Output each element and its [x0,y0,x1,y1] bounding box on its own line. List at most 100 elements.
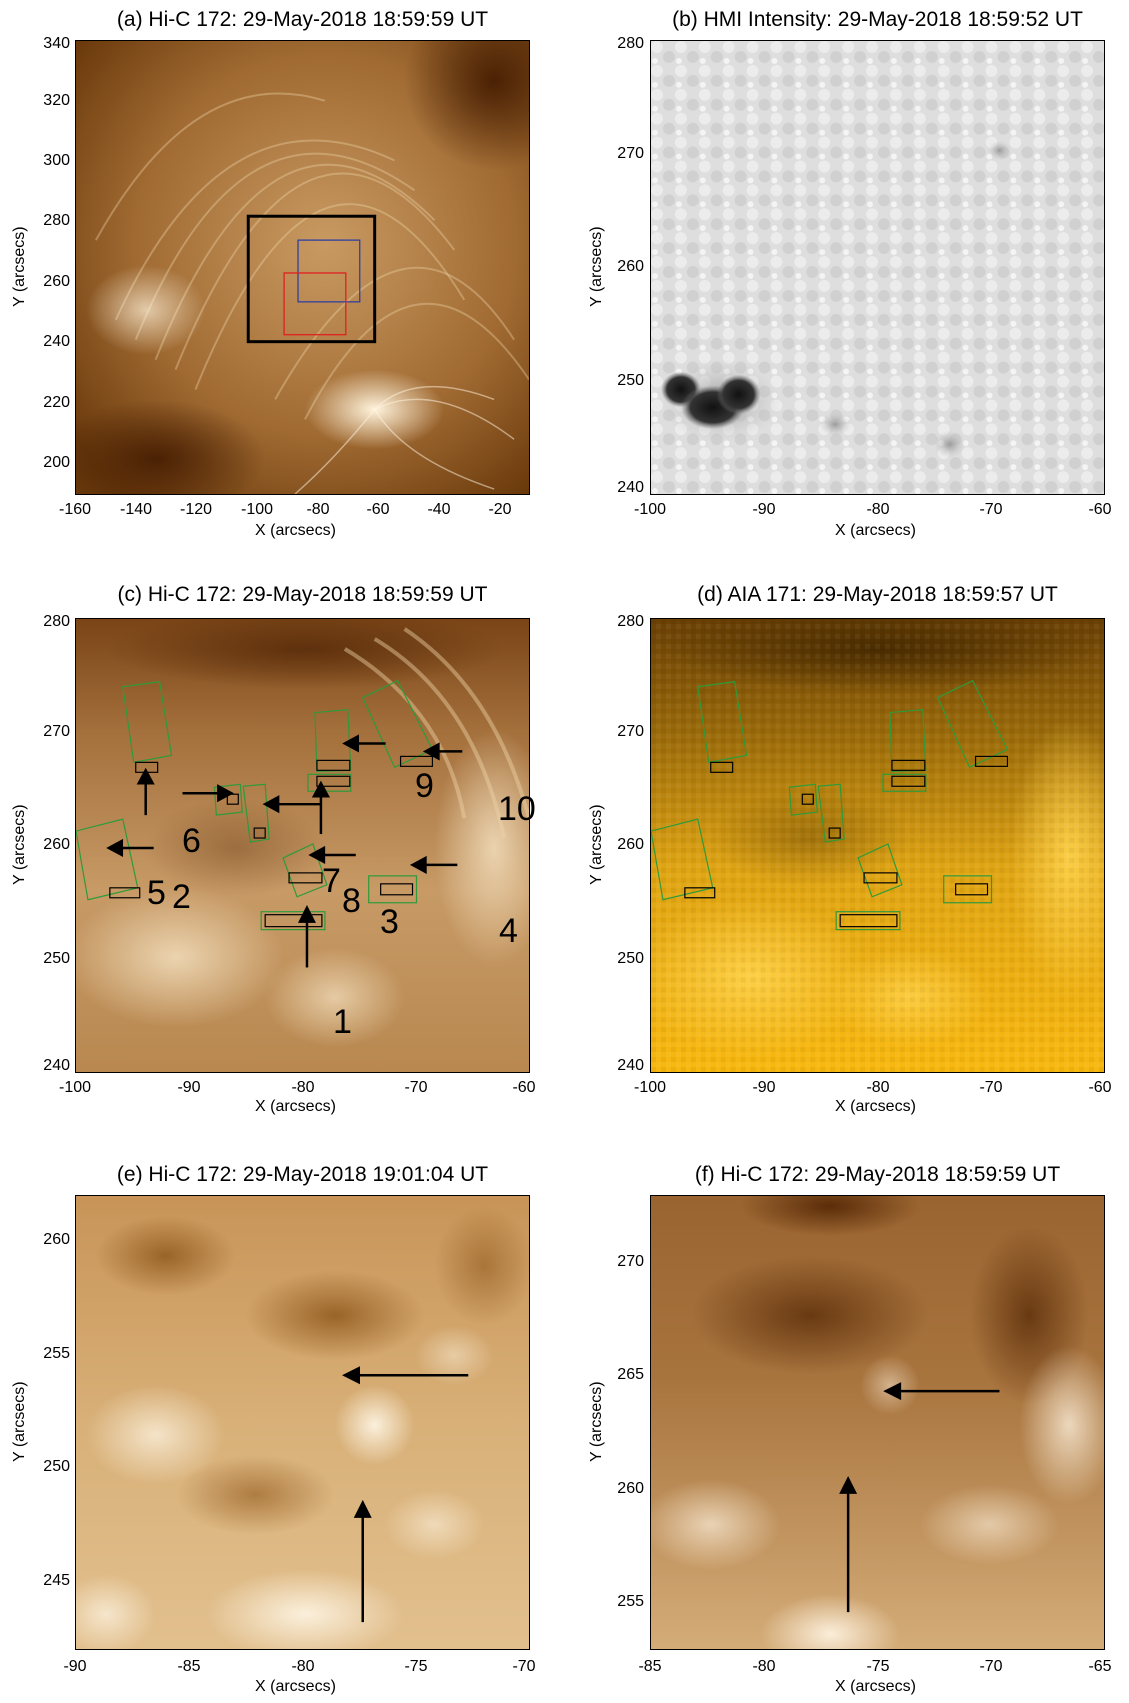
panel-a-ytick: 300 [43,152,70,169]
panel-a-xtick: -160 [58,501,92,518]
panel-c-xtick: -70 [404,1079,428,1096]
panel-e-ytick: 260 [43,1231,70,1248]
panel-c-xtick: -100 [58,1079,92,1096]
panel-d-xtick: -80 [866,1079,890,1096]
panel-f-xtick: -85 [638,1658,662,1675]
panel-b-ytick: 240 [617,479,644,496]
panel-d-xtick: -100 [633,1079,667,1096]
panel-e-xtick: -85 [177,1658,201,1675]
panel-a-xtick: -140 [119,501,153,518]
label-4: 4 [499,912,518,950]
label-8: 8 [342,882,361,920]
panel-d-title: (d) AIA 171: 29-May-2018 18:59:57 UT [697,583,1058,606]
panel-e-xtick: -90 [63,1658,87,1675]
panel-b-ytick: 260 [617,258,644,275]
panel-d-ytick: 280 [617,613,644,630]
panel-b-xtick: -80 [866,501,890,518]
panel-d-xtick: -90 [752,1079,776,1096]
overview-box-red [283,272,347,336]
panel-a-ytick: 280 [43,212,70,229]
panel-a-ylabel: Y (arcsecs) [11,226,28,307]
panel-b-xtick: -70 [979,501,1003,518]
panel-c-image [75,618,530,1073]
panel-d-xtick: -60 [1088,1079,1112,1096]
panel-f-ylabel: Y (arcsecs) [588,1381,605,1462]
panel-c-ylabel: Y (arcsecs) [11,804,28,885]
panel-d-xlabel: X (arcsecs) [835,1098,916,1115]
panel-a-xtick: -20 [488,501,512,518]
panel-f-ytick: 255 [617,1593,644,1610]
label-9: 9 [415,767,434,805]
panel-a-ytick: 220 [43,394,70,411]
panel-f-image [650,1195,1105,1650]
panel-b-xtick: -60 [1088,501,1112,518]
panel-e-ytick: 245 [43,1572,70,1589]
panel-b-image [650,40,1105,495]
panel-b-ylabel: Y (arcsecs) [588,226,605,307]
panel-b-ytick: 250 [617,372,644,389]
panel-d-xtick: -70 [979,1079,1003,1096]
panel-d-ytick: 240 [617,1057,644,1074]
panel-e-ytick: 255 [43,1345,70,1362]
panel-c-ytick: 240 [43,1057,70,1074]
label-5: 5 [147,874,166,912]
panel-c-xtick: -90 [177,1079,201,1096]
panel-f-ytick: 270 [617,1253,644,1270]
panel-c-ytick: 250 [43,950,70,967]
panel-f-xtick: -75 [866,1658,890,1675]
panel-a-ytick: 340 [43,35,70,52]
panel-e-ylabel: Y (arcsecs) [11,1381,28,1462]
panel-d-ytick: 250 [617,950,644,967]
panel-a-ytick: 320 [43,92,70,109]
panel-a-xtick: -80 [306,501,330,518]
label-1: 1 [333,1003,352,1041]
panel-f-xlabel: X (arcsecs) [835,1678,916,1695]
panel-e-xtick: -70 [512,1658,536,1675]
panel-a-xtick: -100 [240,501,274,518]
label-2: 2 [172,878,191,916]
overview-box-black [246,214,377,344]
panel-b-ytick: 280 [617,35,644,52]
panel-d-ylabel: Y (arcsecs) [588,804,605,885]
panel-a-title: (a) Hi-C 172: 29-May-2018 18:59:59 UT [116,8,489,31]
panel-e-xtick: -80 [291,1658,315,1675]
panel-b-xlabel: X (arcsecs) [835,522,916,539]
label-6: 6 [182,822,201,860]
panel-d-image [650,618,1105,1073]
panel-a-ytick: 240 [43,333,70,350]
panel-c-ytick: 260 [43,836,70,853]
panel-a-image [75,40,530,495]
label-3: 3 [380,903,399,941]
panel-d-ytick: 270 [617,723,644,740]
panel-f-xtick: -65 [1088,1658,1112,1675]
panel-c-xtick: -60 [512,1079,536,1096]
panel-b-ytick: 270 [617,145,644,162]
panel-e-ytick: 250 [43,1458,70,1475]
panel-f-ytick: 260 [617,1480,644,1497]
panel-c-xtick: -80 [291,1079,315,1096]
panel-a-ytick: 200 [43,454,70,471]
panel-a-ytick: 260 [43,273,70,290]
panel-c-xlabel: X (arcsecs) [255,1098,336,1115]
panel-c-title: (c) Hi-C 172: 29-May-2018 18:59:59 UT [117,583,488,606]
panel-b-xtick: -90 [752,501,776,518]
panel-f-ytick: 265 [617,1366,644,1383]
panel-a-xlabel: X (arcsecs) [255,522,336,539]
panel-b-xtick: -100 [633,501,667,518]
panel-c-ytick: 280 [43,613,70,630]
panel-b-title: (b) HMI Intensity: 29-May-2018 18:59:52 … [672,8,1083,31]
panel-f-title: (f) Hi-C 172: 29-May-2018 18:59:59 UT [694,1163,1061,1186]
overview-box-blue [297,239,361,303]
panel-f-xtick: -80 [752,1658,776,1675]
panel-f-xtick: -70 [979,1658,1003,1675]
panel-e-image [75,1195,530,1650]
panel-e-title: (e) Hi-C 172: 29-May-2018 19:01:04 UT [116,1163,489,1186]
label-10: 10 [498,790,536,828]
panel-d-ytick: 260 [617,836,644,853]
panel-e-xlabel: X (arcsecs) [255,1678,336,1695]
panel-c-ytick: 270 [43,723,70,740]
label-7: 7 [322,862,341,900]
panel-a-xtick: -40 [427,501,451,518]
panel-a-xtick: -60 [366,501,390,518]
panel-e-xtick: -75 [404,1658,428,1675]
